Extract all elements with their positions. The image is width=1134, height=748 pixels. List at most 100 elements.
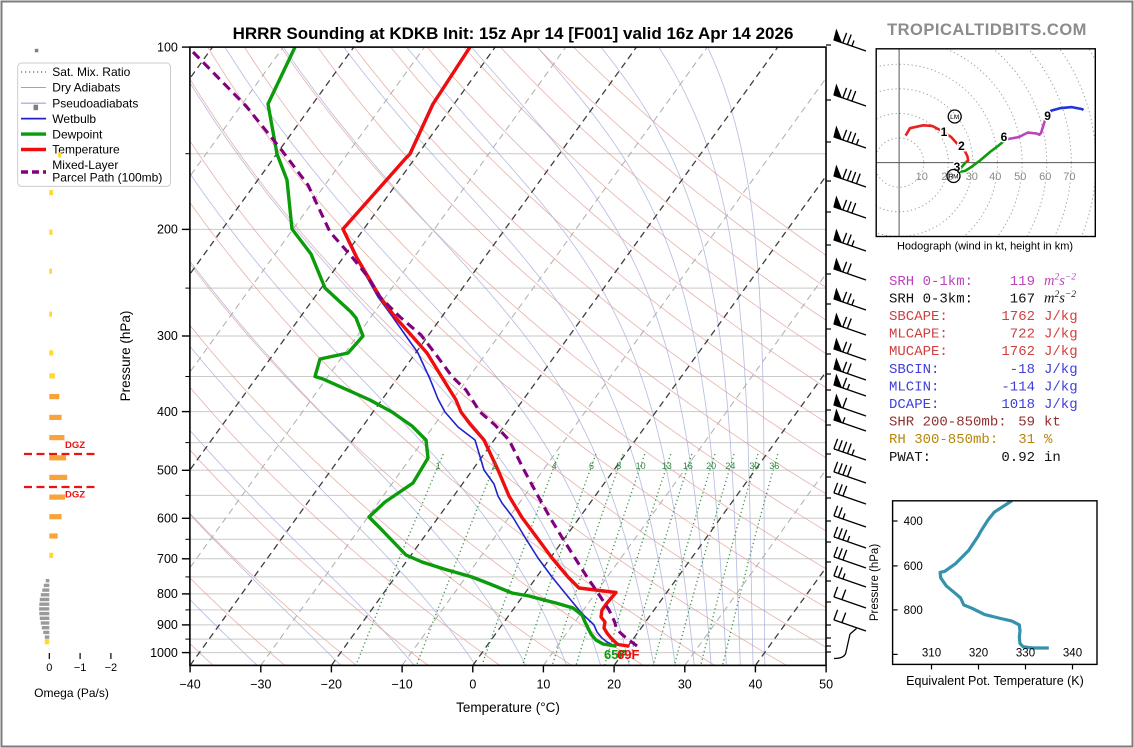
svg-text:Parcel Path (100mb): Parcel Path (100mb) (52, 171, 162, 185)
svg-text:20: 20 (706, 461, 716, 471)
svg-text:36: 36 (769, 461, 779, 471)
svg-text:1: 1 (941, 125, 948, 139)
svg-text:DCAPE:: DCAPE: (889, 397, 939, 413)
svg-text:50: 50 (1014, 171, 1026, 183)
svg-text:Wetbulb: Wetbulb (52, 112, 96, 126)
svg-text:Pseudoadiabats: Pseudoadiabats (52, 96, 138, 110)
svg-text:Mixed-Layer: Mixed-Layer (52, 158, 118, 172)
svg-text:Pressure (hPa): Pressure (hPa) (118, 311, 133, 402)
svg-text:300: 300 (157, 329, 178, 343)
svg-text:SBCIN:: SBCIN: (889, 362, 939, 378)
svg-text:Dewpoint: Dewpoint (52, 127, 103, 141)
svg-text:722: 722 (1010, 327, 1035, 343)
svg-text:MLCIN:: MLCIN: (889, 379, 939, 395)
svg-text:400: 400 (157, 405, 178, 419)
svg-text:1762: 1762 (1001, 344, 1035, 360)
svg-text:31: 31 (1018, 432, 1035, 448)
svg-text:59: 59 (1018, 415, 1035, 431)
svg-text:RM: RM (948, 174, 958, 181)
svg-text:100: 100 (157, 40, 178, 54)
svg-text:60: 60 (1039, 171, 1051, 183)
svg-text:SRH 0-1km:: SRH 0-1km: (889, 274, 973, 290)
svg-text:TROPICALTIDBITS.COM: TROPICALTIDBITS.COM (887, 21, 1087, 39)
svg-text:9: 9 (1044, 109, 1051, 123)
svg-text:119: 119 (1010, 274, 1035, 290)
svg-text:Temperature: Temperature (52, 143, 120, 157)
svg-text:−30: −30 (250, 677, 271, 691)
svg-text:10: 10 (916, 171, 928, 183)
svg-text:RH 300-850mb:: RH 300-850mb: (889, 432, 998, 448)
svg-text:Hodograph (wind in kt, height: Hodograph (wind in kt, height in km) (897, 241, 1073, 253)
svg-text:1: 1 (436, 461, 441, 471)
svg-text:J/kg: J/kg (1044, 379, 1078, 395)
svg-text:1762: 1762 (1001, 309, 1035, 325)
svg-text:6: 6 (1001, 130, 1008, 144)
svg-text:in: in (1044, 450, 1061, 466)
svg-text:−10: −10 (391, 677, 412, 691)
svg-text:24: 24 (725, 461, 735, 471)
svg-text:30: 30 (749, 461, 759, 471)
svg-text:2: 2 (492, 461, 497, 471)
svg-text:J/kg: J/kg (1044, 309, 1078, 325)
svg-text:200: 200 (157, 223, 178, 237)
svg-text:6: 6 (589, 461, 594, 471)
svg-text:167: 167 (1010, 291, 1035, 307)
svg-text:0: 0 (469, 677, 476, 691)
svg-text:69F: 69F (617, 647, 639, 662)
svg-text:65F: 65F (604, 647, 626, 662)
svg-text:900: 900 (157, 618, 178, 632)
svg-text:0: 0 (46, 662, 52, 674)
svg-text:0.92: 0.92 (1001, 450, 1035, 466)
svg-text:J/kg: J/kg (1044, 362, 1078, 378)
svg-text:600: 600 (157, 512, 178, 526)
svg-text:SHR 200-850mb:: SHR 200-850mb: (889, 415, 1007, 431)
svg-text:50: 50 (819, 677, 833, 691)
svg-text:320: 320 (969, 648, 988, 660)
svg-text:20: 20 (607, 677, 621, 691)
svg-text:8: 8 (616, 461, 621, 471)
svg-text:3: 3 (954, 160, 961, 174)
svg-text:J/kg: J/kg (1044, 344, 1078, 360)
svg-text:310: 310 (922, 648, 941, 660)
svg-text:kt: kt (1044, 415, 1061, 431)
svg-text:MUCAPE:: MUCAPE: (889, 344, 948, 360)
svg-text:30: 30 (678, 677, 692, 691)
svg-text:−40: −40 (179, 677, 200, 691)
svg-text:2: 2 (958, 139, 965, 153)
svg-text:330: 330 (1016, 648, 1035, 660)
svg-text:700: 700 (157, 552, 178, 566)
svg-text:SBCAPE:: SBCAPE: (889, 309, 948, 325)
svg-text:SRH 0-3km:: SRH 0-3km: (889, 291, 973, 307)
svg-text:800: 800 (157, 587, 178, 601)
svg-text:DGZ: DGZ (65, 490, 85, 501)
svg-text:30: 30 (966, 171, 978, 183)
svg-text:70: 70 (1063, 171, 1075, 183)
svg-text:Omega (Pa/s): Omega (Pa/s) (34, 686, 109, 700)
svg-text:−1: −1 (74, 662, 87, 674)
svg-text:Equivalent Pot. Temperature (K: Equivalent Pot. Temperature (K) (906, 674, 1084, 688)
svg-text:J/kg: J/kg (1044, 397, 1078, 413)
svg-text:J/kg: J/kg (1044, 327, 1078, 343)
svg-text:13: 13 (662, 461, 672, 471)
svg-text:1018: 1018 (1001, 397, 1035, 413)
svg-text:Temperature (°C): Temperature (°C) (456, 700, 560, 715)
svg-text:10: 10 (536, 677, 550, 691)
svg-text:-18: -18 (1010, 362, 1035, 378)
svg-text:MLCAPE:: MLCAPE: (889, 327, 948, 343)
svg-text:-114: -114 (1001, 379, 1035, 395)
svg-text:DGZ: DGZ (65, 440, 85, 451)
svg-text:500: 500 (157, 464, 178, 478)
svg-text:400: 400 (904, 516, 923, 528)
svg-text:HRRR Sounding at KDKB Init: 15: HRRR Sounding at KDKB Init: 15z Apr 14 [… (233, 24, 794, 43)
svg-text:1000: 1000 (150, 646, 178, 660)
svg-text:4: 4 (552, 461, 557, 471)
svg-text:Pressure (hPa): Pressure (hPa) (869, 544, 881, 622)
svg-text:10: 10 (636, 461, 646, 471)
svg-text:%: % (1044, 432, 1053, 448)
svg-text:40: 40 (748, 677, 762, 691)
svg-text:600: 600 (904, 561, 923, 573)
svg-text:LM: LM (950, 114, 959, 121)
svg-text:−20: −20 (321, 677, 342, 691)
svg-text:800: 800 (904, 605, 923, 617)
svg-text:PWAT:: PWAT: (889, 450, 931, 466)
